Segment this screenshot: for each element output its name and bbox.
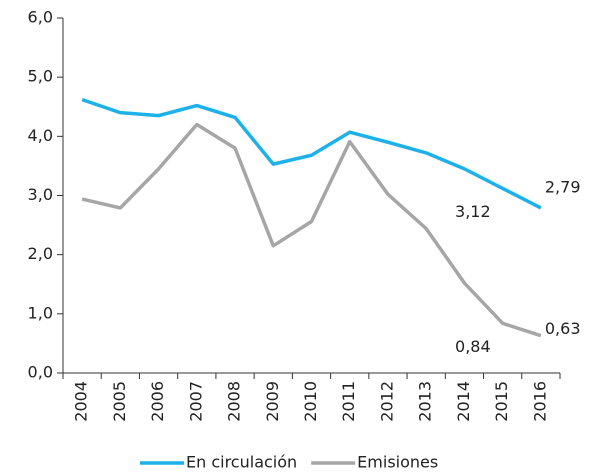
y-tick-label: 6,0 — [28, 8, 53, 27]
x-tick-label: 2009 — [263, 381, 282, 422]
y-tick-label: 4,0 — [28, 126, 53, 145]
x-tick-label: 2010 — [301, 381, 320, 422]
line — [81, 122, 542, 338]
x-tick-label: 2016 — [530, 381, 549, 422]
x-tick-label: 2004 — [72, 381, 91, 422]
y-tick-label: 1,0 — [28, 303, 53, 322]
y-tick-label: 2,0 — [28, 244, 53, 263]
value-label: 0,63 — [545, 319, 581, 338]
y-tick-label: 0,0 — [28, 363, 53, 382]
y-tick-label: 5,0 — [28, 67, 53, 86]
x-tick-label: 2008 — [225, 381, 244, 422]
legend-label: Emisiones — [357, 453, 438, 472]
x-tick-label: 2015 — [492, 381, 511, 422]
value-label: 2,79 — [545, 177, 581, 196]
value-label: 0,84 — [455, 337, 491, 356]
y-tick-label: 3,0 — [28, 185, 53, 204]
value-label: 3,12 — [455, 202, 491, 221]
x-tick-label: 2005 — [110, 381, 129, 422]
x-tick-label: 2012 — [377, 381, 396, 422]
x-tick-label: 2006 — [148, 381, 167, 422]
x-tick-label: 2011 — [339, 381, 358, 422]
x-tick-label: 2014 — [454, 381, 473, 422]
x-tick-label: 2013 — [416, 381, 435, 422]
x-tick-label: 2007 — [186, 381, 205, 422]
line — [81, 97, 542, 210]
legend-label: En circulación — [186, 453, 297, 472]
